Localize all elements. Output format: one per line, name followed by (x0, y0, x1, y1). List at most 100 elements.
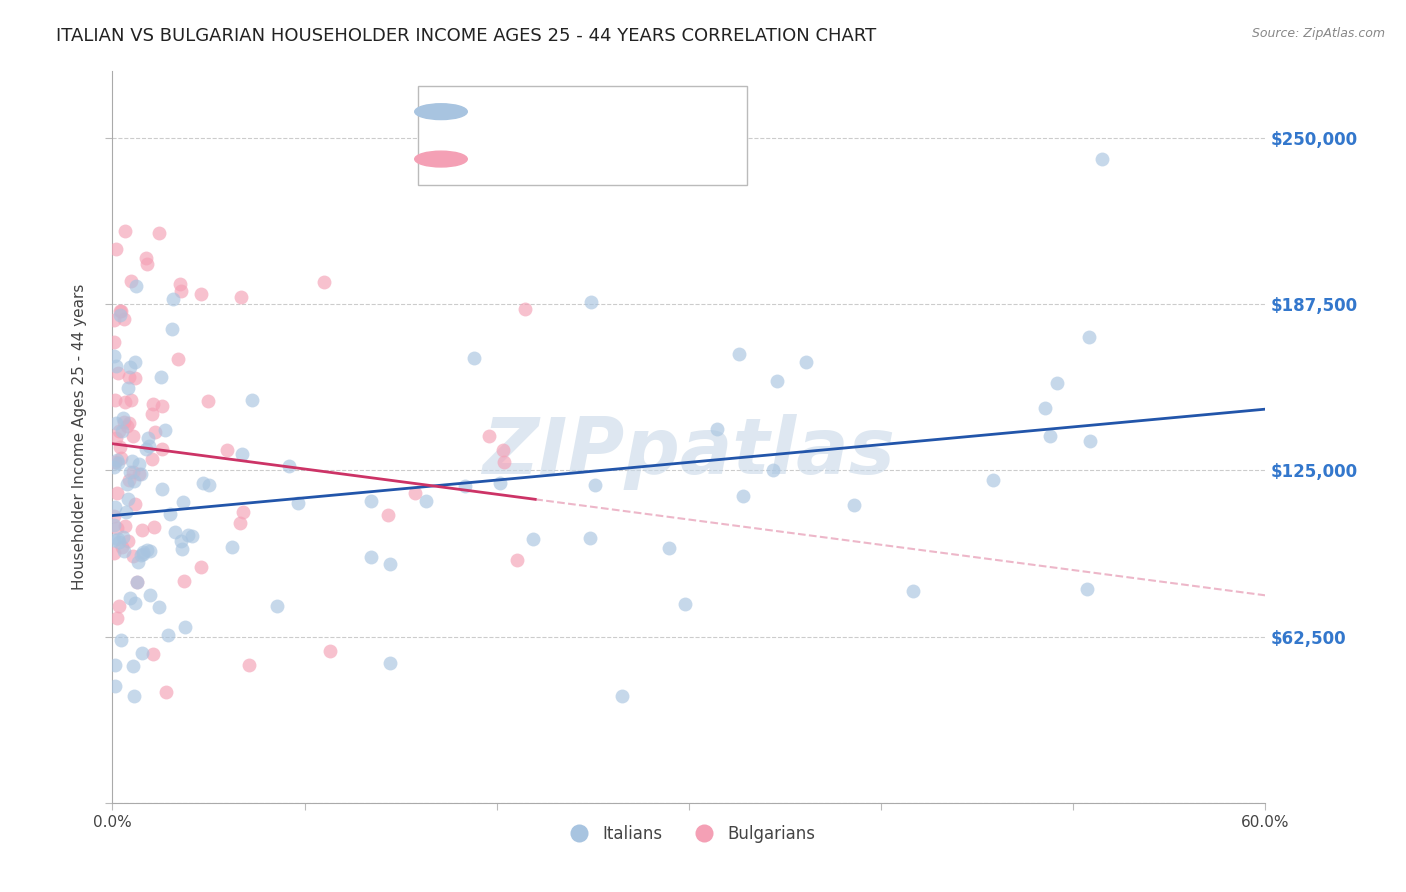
Point (105, 611, 128, 625)
Point (142, 520, 165, 534)
Point (120, 274, 142, 288)
Point (148, 226, 170, 240)
Point (108, 599, 131, 613)
Point (114, 395, 136, 409)
Point (463, 351, 485, 365)
Point (114, 224, 136, 238)
Point (163, 524, 186, 539)
Point (238, 658, 260, 673)
Point (104, 431, 127, 445)
Point (174, 620, 197, 634)
Point (172, 542, 194, 557)
Point (104, 679, 127, 693)
Point (104, 455, 127, 469)
Point (120, 392, 142, 407)
Text: Source: ZipAtlas.com: Source: ZipAtlas.com (1251, 27, 1385, 40)
Point (107, 456, 129, 470)
Point (522, 533, 544, 547)
Point (110, 451, 132, 466)
Point (177, 528, 200, 542)
Point (148, 600, 170, 615)
Point (190, 559, 212, 574)
Point (266, 599, 288, 614)
Point (1033, 401, 1056, 415)
Point (727, 347, 749, 361)
Point (124, 596, 146, 610)
Point (583, 478, 606, 492)
Point (124, 355, 146, 369)
Point (127, 574, 149, 589)
Point (103, 517, 125, 532)
Point (125, 574, 148, 589)
Point (131, 646, 153, 660)
Point (104, 500, 127, 514)
Point (111, 541, 134, 555)
Point (794, 355, 817, 369)
Point (190, 287, 212, 301)
Point (1076, 582, 1098, 596)
Point (766, 374, 789, 388)
Point (111, 425, 134, 439)
Point (107, 532, 129, 546)
Point (160, 321, 183, 335)
Point (360, 494, 382, 508)
Point (118, 359, 141, 374)
Point (108, 535, 131, 549)
Point (167, 352, 190, 367)
Point (180, 529, 202, 543)
Point (156, 627, 179, 641)
Point (579, 295, 602, 310)
Point (145, 425, 167, 439)
Point (114, 518, 136, 533)
Point (107, 424, 129, 438)
Point (103, 459, 125, 474)
Point (981, 473, 1004, 487)
Point (122, 429, 145, 443)
Point (136, 431, 159, 445)
Point (108, 303, 131, 318)
Point (733, 490, 755, 504)
Point (1078, 329, 1101, 343)
Point (706, 422, 728, 436)
Point (193, 476, 215, 491)
Point (118, 416, 141, 430)
Point (124, 371, 146, 385)
Point (142, 397, 165, 411)
Point (478, 429, 501, 443)
Point (122, 474, 145, 488)
Point (141, 452, 163, 467)
Point (360, 549, 382, 564)
Y-axis label: Householder Income Ages 25 - 44 years: Householder Income Ages 25 - 44 years (72, 284, 87, 591)
Point (122, 659, 145, 673)
Point (150, 369, 173, 384)
Point (142, 647, 165, 661)
Point (150, 442, 173, 457)
Point (150, 399, 173, 413)
Point (117, 534, 139, 549)
Point (579, 532, 602, 546)
Point (150, 483, 173, 497)
Point (129, 548, 152, 562)
Point (232, 505, 254, 519)
Point (138, 440, 160, 454)
Point (240, 393, 263, 408)
Point (513, 301, 536, 316)
Point (673, 598, 696, 612)
Point (159, 507, 181, 521)
Point (278, 458, 301, 473)
Point (118, 465, 141, 479)
Point (138, 588, 160, 602)
Point (110, 632, 132, 647)
Text: ZIPpatlas: ZIPpatlas (482, 414, 896, 490)
Point (610, 690, 633, 704)
Point (128, 457, 150, 471)
Point (1078, 434, 1101, 449)
Point (112, 312, 135, 326)
Point (105, 242, 128, 256)
Point (377, 508, 399, 522)
Point (118, 370, 141, 384)
Point (127, 555, 149, 569)
Point (112, 544, 135, 558)
Point (141, 407, 163, 421)
Point (901, 583, 924, 598)
